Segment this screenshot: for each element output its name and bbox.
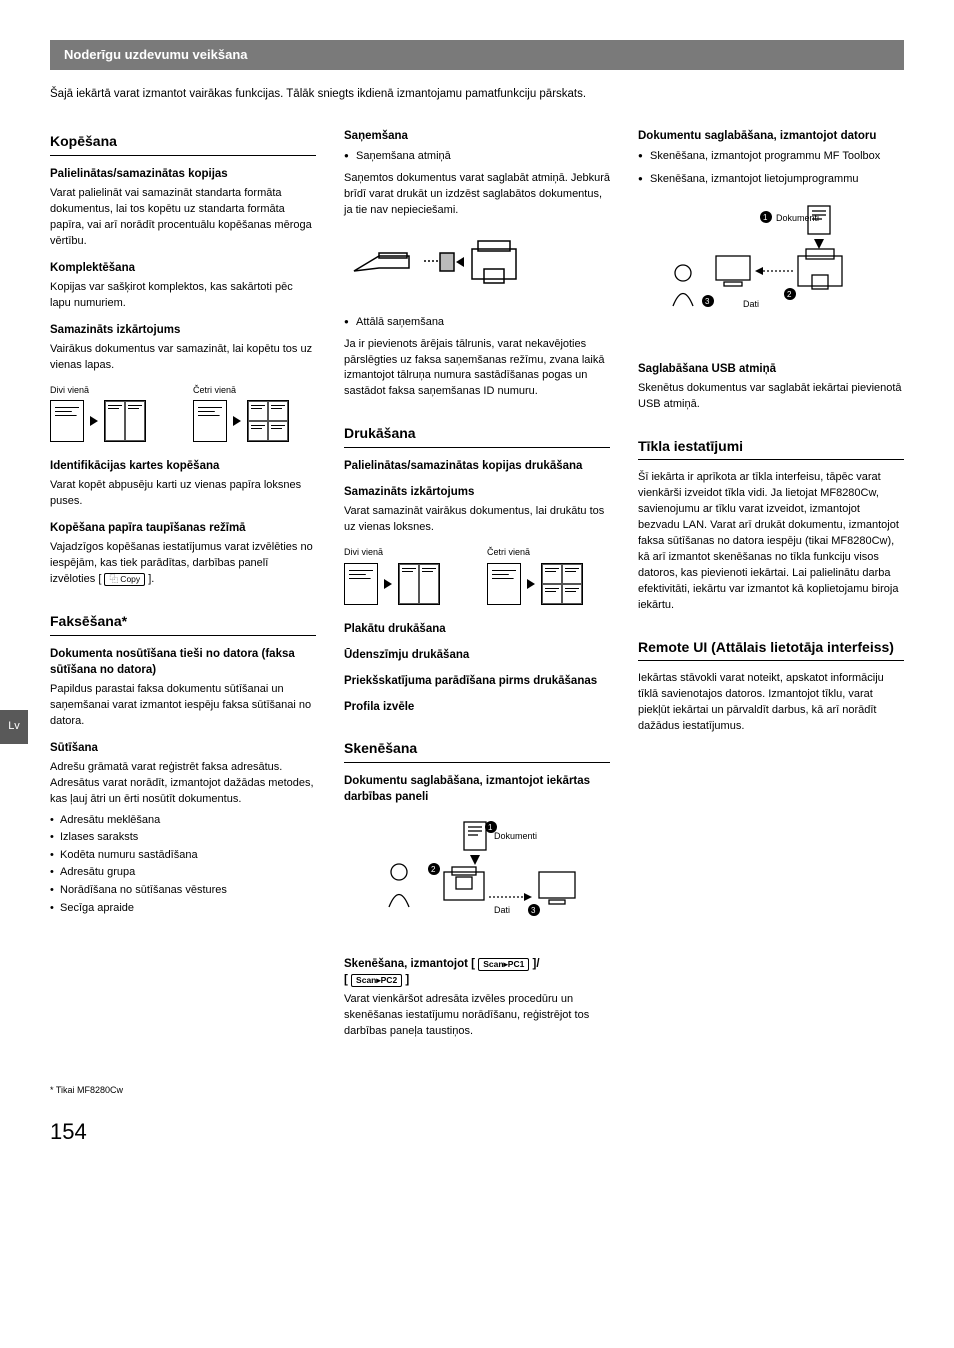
reduced-layout-text: Vairākus dokumentus var samazināt, lai k… (50, 342, 316, 374)
arrow-icon (90, 416, 98, 426)
doc-icon (193, 400, 227, 442)
print-enlarge-heading: Palielinātas/samazinātas kopijas drukāša… (344, 458, 610, 474)
copy-key: ⿻ Copy (104, 573, 145, 586)
fig-caption-2in1: Divi vienā (50, 384, 173, 397)
print-reduced-heading: Samazināts izkārtojums (344, 484, 610, 500)
column-1: Kopēšana Palielinātas/samazinātas kopija… (50, 128, 316, 1044)
application-label: Skenēšana, izmantojot lietojumprogrammu (638, 171, 904, 188)
pc-fax-heading: Dokumenta nosūtīšana tieši no datora (fa… (50, 646, 316, 678)
doc-icon (50, 400, 84, 442)
combined-2-icon (104, 400, 146, 442)
receiving-heading: Saņemšana (344, 128, 610, 144)
sending-text: Adrešu grāmatā varat reģistrēt faksa adr… (50, 760, 316, 808)
receive-memory-text: Saņemtos dokumentus varat saglabāt atmiņ… (344, 171, 610, 219)
copying-title: Kopēšana (50, 132, 316, 156)
scanning-title: Skenēšana (344, 739, 610, 763)
page-number: 154 (50, 1117, 904, 1148)
combined-4-icon (541, 563, 583, 605)
printer-figure (344, 231, 544, 291)
content-columns: Kopēšana Palielinātas/samazinātas kopija… (50, 128, 904, 1044)
svg-text:3: 3 (531, 906, 536, 915)
id-card-heading: Identifikācijas kartes kopēšana (50, 458, 316, 474)
svg-text:Dati: Dati (743, 299, 759, 309)
arrow-icon (527, 579, 535, 589)
watermark-heading: Ūdenszīmju drukāšana (344, 647, 610, 663)
layout-figure: Divi vienā Četri vienā (50, 384, 316, 443)
fig-caption-4in1: Četri vienā (487, 546, 610, 559)
mf-toolbox-label: Skenēšana, izmantojot programmu MF Toolb… (638, 148, 904, 165)
scan-computer-heading: Dokumentu saglabāšana, izmantojot datoru (638, 128, 904, 144)
list-item: Izlases saraksts (50, 829, 316, 847)
combined-2-icon (398, 563, 440, 605)
reduced-layout-heading: Samazināts izkārtojums (50, 322, 316, 338)
combined-4-icon (247, 400, 289, 442)
network-title: Tīkla iestatījumi (638, 437, 904, 461)
doc-icon (487, 563, 521, 605)
sending-bullets: Adresātu meklēšana Izlases saraksts Kodē… (50, 812, 316, 918)
printing-title: Drukāšana (344, 424, 610, 448)
column-3: Dokumentu saglabāšana, izmantojot datoru… (638, 128, 904, 1044)
usb-save-heading: Saglabāšana USB atmiņā (638, 361, 904, 377)
language-tab: Lv (0, 710, 28, 744)
scan-key-text: Varat vienkāršot adresāta izvēles proced… (344, 992, 610, 1040)
arrow-icon (233, 416, 241, 426)
remote-ui-title: Remote UI (Attālais lietotāja interfeiss… (638, 638, 904, 662)
scan-workflow-figure: Dokumenti 1 2 Dati 3 (344, 817, 584, 927)
pc-fax-text: Papildus parastai faksa dokumentu sūtīša… (50, 682, 316, 730)
faxing-title: Faksēšana* (50, 612, 316, 636)
svg-text:1: 1 (763, 213, 768, 222)
svg-text:Dokumenti: Dokumenti (776, 213, 819, 223)
list-item: Norādīšana no sūtīšanas vēstures (50, 882, 316, 900)
svg-text:2: 2 (431, 865, 436, 874)
list-item: Kodēta numuru sastādīšana (50, 847, 316, 865)
remote-receive-label: Attālā saņemšana (344, 314, 610, 331)
column-2: Saņemšana Saņemšana atmiņā Saņemtos doku… (344, 128, 610, 1044)
receive-memory-label: Saņemšana atmiņā (344, 148, 610, 165)
collating-heading: Komplektēšana (50, 260, 316, 276)
collating-text: Kopijas var sašķirot komplektos, kas sak… (50, 280, 316, 312)
enlarge-reduce-heading: Palielinātas/samazinātas kopijas (50, 166, 316, 182)
sending-heading: Sūtīšana (50, 740, 316, 756)
print-layout-figure: Divi vienā Četri vienā (344, 546, 610, 605)
enlarge-reduce-text: Varat palielināt vai samazināt standarta… (50, 186, 316, 250)
profile-heading: Profila izvēle (344, 699, 610, 715)
list-item: Adresātu grupa (50, 864, 316, 882)
poster-heading: Plakātu drukāšana (344, 621, 610, 637)
data-label: Dati (494, 905, 510, 915)
remote-receive-text: Ja ir pievienots ārējais tālrunis, varat… (344, 337, 610, 401)
svg-text:1: 1 (488, 823, 493, 832)
print-reduced-text: Varat samazināt vairākus dokumentus, lai… (344, 504, 610, 536)
paper-save-text: Vajadzīgos kopēšanas iestatījumus varat … (50, 540, 316, 588)
arrow-icon (384, 579, 392, 589)
remote-ui-text: Iekārtas stāvokli varat noteikt, apskato… (638, 671, 904, 735)
section-header: Noderīgu uzdevumu veikšana (50, 40, 904, 70)
scan-panel-heading: Dokumentu saglabāšana, izmantojot iekārt… (344, 773, 610, 805)
paper-save-heading: Kopēšana papīra taupīšanas režīmā (50, 520, 316, 536)
id-card-text: Varat kopēt abpusēju karti uz vienas pap… (50, 478, 316, 510)
preview-heading: Priekšskatījuma parādīšana pirms drukāša… (344, 673, 610, 689)
intro-text: Šajā iekārtā varat izmantot vairākas fun… (50, 86, 904, 102)
usb-save-text: Skenētus dokumentus var saglabāt iekārta… (638, 381, 904, 413)
scan-key-heading: Skenēšana, izmantojot [ Scan▸PC1 ]/ [ Sc… (344, 956, 610, 988)
svg-text:3: 3 (705, 297, 710, 306)
svg-text:2: 2 (787, 290, 792, 299)
list-item: Secīga apraide (50, 900, 316, 918)
doc-label: Dokumenti (494, 831, 537, 841)
doc-icon (344, 563, 378, 605)
fig-caption-2in1: Divi vienā (344, 546, 467, 559)
scan-computer-figure: 1 Dokumenti 2 3 Dati (638, 201, 888, 331)
fig-caption-4in1: Četri vienā (193, 384, 316, 397)
list-item: Adresātu meklēšana (50, 812, 316, 830)
network-text: Šī iekārta ir aprīkota ar tīkla interfei… (638, 470, 904, 613)
footnote: * Tikai MF8280Cw (50, 1084, 904, 1097)
